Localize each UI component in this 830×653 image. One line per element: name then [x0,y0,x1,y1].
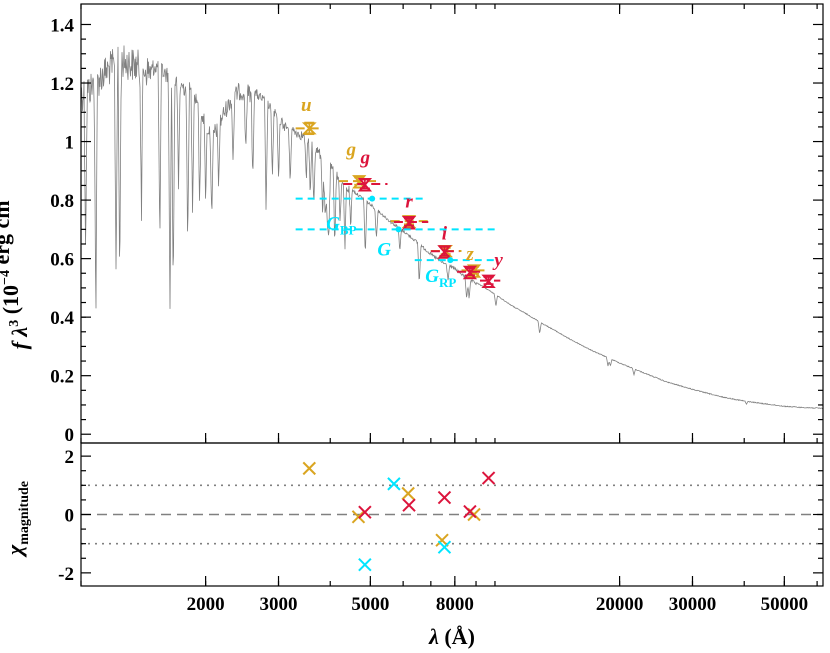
cross-stroke-b [463,504,477,519]
cross-stroke-b [302,461,316,476]
top-y-axis-label: f λ3 (10−4 erg cm−2 s−1 Å2) [0,121,32,350]
hourglass-marker [481,274,496,289]
x-axis-label: λ (Å) [428,624,475,649]
bottom-y-axis-label: χmagnitude [2,481,32,558]
cross-stroke-b [358,557,372,572]
top-y-tick-label: 1 [65,133,75,154]
gaia-point-marker [447,257,454,264]
y-label-part: erg cm [0,200,14,270]
gaia-point-marker [395,226,402,233]
residual-point-panstarrs [402,498,416,512]
hourglass-marker [437,245,452,259]
band-label-panstarrs-y: y [492,250,503,271]
bottom-y-tick-label: -2 [58,564,74,585]
y-label-part: −2 [0,185,4,200]
y-label-part: −4 [0,270,13,285]
x-tick-label: 3000 [260,594,298,615]
sed-panel: u g g r iz y GBP G GRP 0 0.2 0.4 0.6 0.8 1 1.2 1.4 [50,3,824,446]
y-label-part: f [7,339,32,349]
hourglass-marker [466,264,482,278]
photometry-point-panstarrs-y [479,274,501,289]
x-label-unit: (Å) [439,624,475,649]
photometry-point-sdss-u [295,121,324,136]
photometry-point-gaia-G_RP [414,257,495,264]
photometry-point-panstarrs-z [457,265,482,280]
photometry-point-gaia-G [295,226,495,233]
top-y-tick-label: 0 [65,425,75,446]
x-tick-label: 30000 [669,594,717,615]
x-tick-label: 20000 [596,594,644,615]
y-label-part: 3 [7,320,22,327]
band-label-panstarrs-r: r [405,191,413,212]
axis-labels: f λ3 (10−4 erg cm−2 s−1 Å2) χmagnitude λ… [0,121,475,649]
residual-point-panstarrs [463,504,477,519]
residual-point-gaia [437,540,452,554]
photometry-point-panstarrs-g [343,177,388,192]
lambda-symbol: λ [428,624,439,649]
top-y-tick-label: 0.2 [50,367,74,388]
cross-stroke-b [481,471,496,485]
cross-stroke-b [402,498,416,512]
band-label-gaia-G: G [377,240,391,261]
y-label-part: (10 [0,285,23,320]
cross-stroke-b [435,533,449,547]
residual-panel: -2 0 2 2000 3000 5000 8000 20000 30000 50000 [58,442,824,615]
top-y-tick-label: 1.4 [50,15,74,36]
bottom-y-tick-label: 0 [65,506,75,527]
x-tick-label: 8000 [436,594,474,615]
band-label-gaia-GRP: GRP [425,266,456,290]
residual-point-gaia [358,557,372,572]
band-label-sdss-z: z [465,244,474,265]
chi-symbol: χ [2,544,27,558]
top-panel-frame [80,3,824,444]
residual-point-panstarrs [437,490,452,505]
band-label-panstarrs-i: i [442,224,448,245]
band-label-sdss-u: u [301,95,312,116]
residual-point-gaia [387,477,401,491]
top-y-tick-label: 0.6 [50,250,74,271]
photometry-point-sdss-g [339,175,381,189]
cross-stroke-b [351,510,366,524]
band-label-panstarrs-g: g [360,148,371,169]
residual-point-sdss [401,486,415,501]
cross-stroke-b [387,477,401,491]
chi-subscript: magnitude [17,481,32,545]
residual-point-panstarrs [481,471,496,485]
hourglass-marker [301,122,317,135]
y-label-part: s [0,171,5,186]
hourglass-marker [357,177,373,192]
cross-stroke-b [437,540,452,554]
model-spectrum-line [81,45,823,410]
x-tick-label: 50000 [761,594,809,615]
band-label-subscript: BP [340,222,357,237]
cross-stroke-b [358,505,372,519]
band-label-subscript: RP [439,275,456,290]
residual-point-sdss [351,510,366,524]
cross-stroke-b [401,486,415,501]
photometry-point-gaia-G_BP [295,195,423,202]
band-label-sdss-g: g [346,140,357,161]
cross-stroke-b [437,490,452,505]
photometry-point-panstarrs-i [430,245,460,259]
residual-point-panstarrs [358,505,372,519]
bottom-y-tick-label: 2 [65,447,75,468]
y-label-part: λ [7,327,32,343]
top-y-tick-label: 1.2 [50,74,74,95]
hourglass-marker [462,265,478,280]
top-y-tick-label: 0.4 [50,308,74,329]
x-tick-label: 2000 [187,594,225,615]
band-label-gaia-GBP: GBP [326,213,356,237]
top-y-tick-label: 0.8 [50,191,74,212]
x-tick-label: 5000 [351,594,389,615]
gaia-point-marker [369,195,376,202]
residual-point-sdss [302,461,316,476]
